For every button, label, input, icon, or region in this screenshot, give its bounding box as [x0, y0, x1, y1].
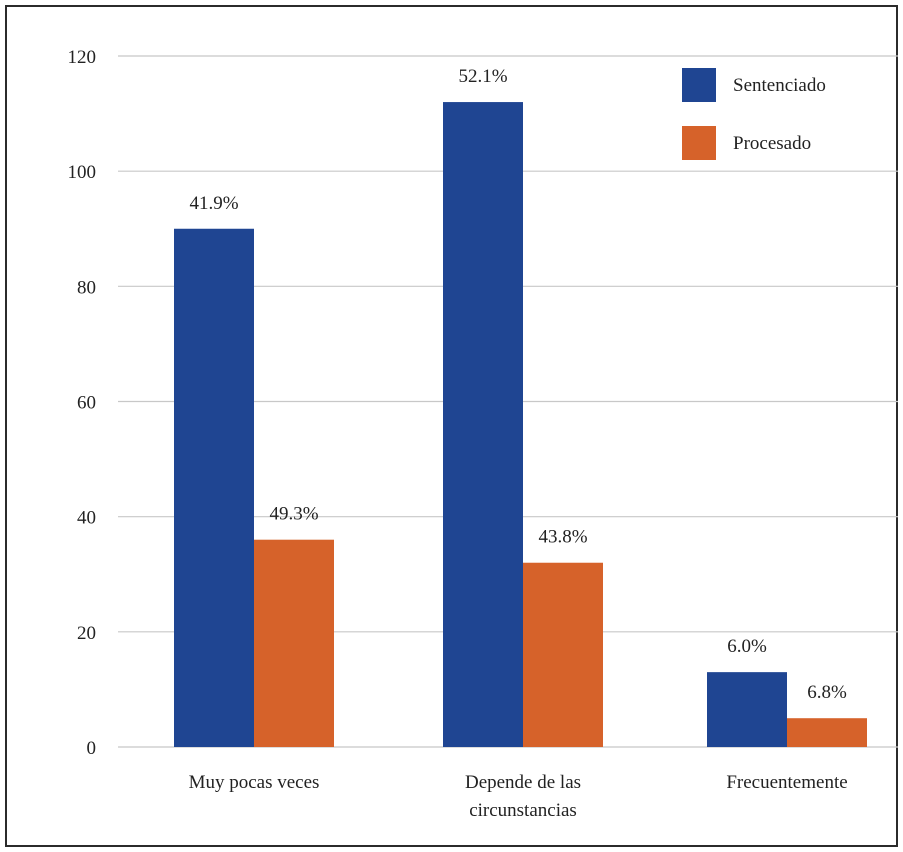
legend-label: Procesado: [733, 133, 811, 154]
bar-procesado: [523, 562, 603, 747]
bar-sentenciado: [174, 228, 254, 747]
data-label: 43.8%: [538, 527, 587, 548]
legend-swatch: [682, 68, 716, 102]
y-tick-label: 20: [77, 623, 96, 644]
bar-procesado: [254, 539, 334, 747]
y-tick-label: 100: [68, 162, 97, 183]
y-tick-label: 120: [68, 47, 97, 68]
category-label: Depende de las circunstancias: [465, 772, 581, 821]
bar-sentenciado: [707, 672, 787, 747]
bar-sentenciado: [443, 102, 523, 748]
y-tick-label: 80: [77, 277, 96, 298]
y-tick-label: 60: [77, 393, 96, 414]
data-label: 6.0%: [727, 636, 767, 657]
data-label: 49.3%: [269, 504, 318, 525]
data-label: 52.1%: [458, 66, 507, 87]
legend-swatch: [682, 126, 716, 160]
category-label: Muy pocas veces: [189, 772, 320, 793]
y-tick-label: 0: [87, 738, 97, 759]
legend-label: Sentenciado: [733, 75, 826, 96]
y-tick-label: 40: [77, 508, 96, 529]
category-label: Frecuentemente: [726, 772, 847, 793]
bar-procesado: [787, 718, 867, 747]
data-label: 41.9%: [189, 193, 238, 214]
data-label: 6.8%: [807, 682, 847, 703]
